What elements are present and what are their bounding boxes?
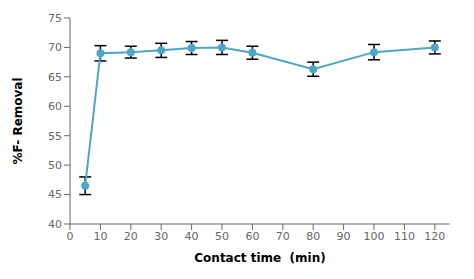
- svg-text:100: 100: [364, 230, 385, 243]
- svg-text:0: 0: [67, 230, 74, 243]
- svg-text:50: 50: [215, 230, 229, 243]
- svg-text:40: 40: [185, 230, 199, 243]
- svg-text:10: 10: [93, 230, 107, 243]
- svg-text:30: 30: [154, 230, 168, 243]
- svg-text:70: 70: [276, 230, 290, 243]
- svg-text:60: 60: [48, 100, 62, 113]
- html-text:Contact time (min): Contact time (min): [194, 251, 326, 265]
- svg-text:75: 75: [48, 12, 62, 25]
- svg-text:50: 50: [48, 159, 62, 172]
- svg-text:20: 20: [124, 230, 138, 243]
- svg-text:55: 55: [48, 130, 62, 143]
- svg-text:60: 60: [245, 230, 259, 243]
- svg-text:120: 120: [424, 230, 445, 243]
- svg-text:90: 90: [337, 230, 351, 243]
- svg-text:80: 80: [306, 230, 320, 243]
- svg-text:45: 45: [48, 188, 62, 201]
- svg-text:70: 70: [48, 41, 62, 54]
- svg-text:40: 40: [48, 218, 62, 231]
- svg-text:65: 65: [48, 71, 62, 84]
- svg-text:110: 110: [394, 230, 415, 243]
- html-text:%F- Removal: %F- Removal: [11, 77, 25, 165]
